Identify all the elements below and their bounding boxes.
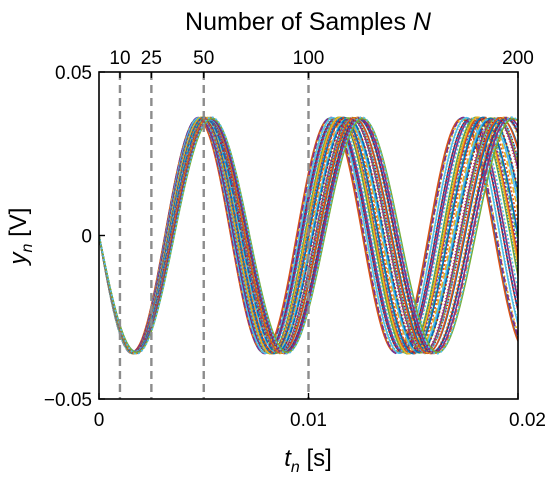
top-axis-title: Number of Samples N [185, 8, 432, 36]
top-tick-label: 10 [109, 48, 130, 69]
top-axis-title-var: N [413, 8, 432, 36]
y-axis-title-sub: n [19, 243, 36, 252]
y-tick-label: 0 [81, 227, 92, 248]
top-tick-label: 200 [502, 48, 534, 69]
x-axis-title-unit: [s] [300, 445, 332, 472]
series-line [99, 118, 518, 353]
top-tick-label: 25 [141, 48, 162, 69]
x-tick-label: 0 [94, 410, 105, 431]
x-tick-labels: 0 0.01 0.02 [94, 410, 546, 431]
top-axis-title-text: Number of Samples [185, 8, 413, 36]
y-tick-labels: −0.05 0 0.05 [44, 63, 92, 411]
y-tick-label: 0.05 [55, 63, 92, 84]
y-axis-title: yn [V] [5, 208, 36, 267]
x-axis-title: tn [s] [284, 445, 332, 476]
top-tick-label: 50 [193, 48, 214, 69]
x-axis-title-sub: n [291, 459, 300, 476]
y-tick-label: −0.05 [44, 390, 92, 411]
x-tick-label: 0.02 [509, 410, 546, 431]
top-tick-label: 100 [293, 48, 325, 69]
y-axis-title-unit: [V] [5, 208, 32, 244]
y-axis-title-var: y [5, 250, 32, 266]
x-tick-label: 0.01 [290, 410, 327, 431]
sample-markers [118, 72, 310, 399]
axis-ticks [98, 71, 519, 400]
top-axis-tick-labels: 10 25 50 100 200 [109, 48, 533, 69]
x-axis-title-var: t [284, 445, 292, 472]
